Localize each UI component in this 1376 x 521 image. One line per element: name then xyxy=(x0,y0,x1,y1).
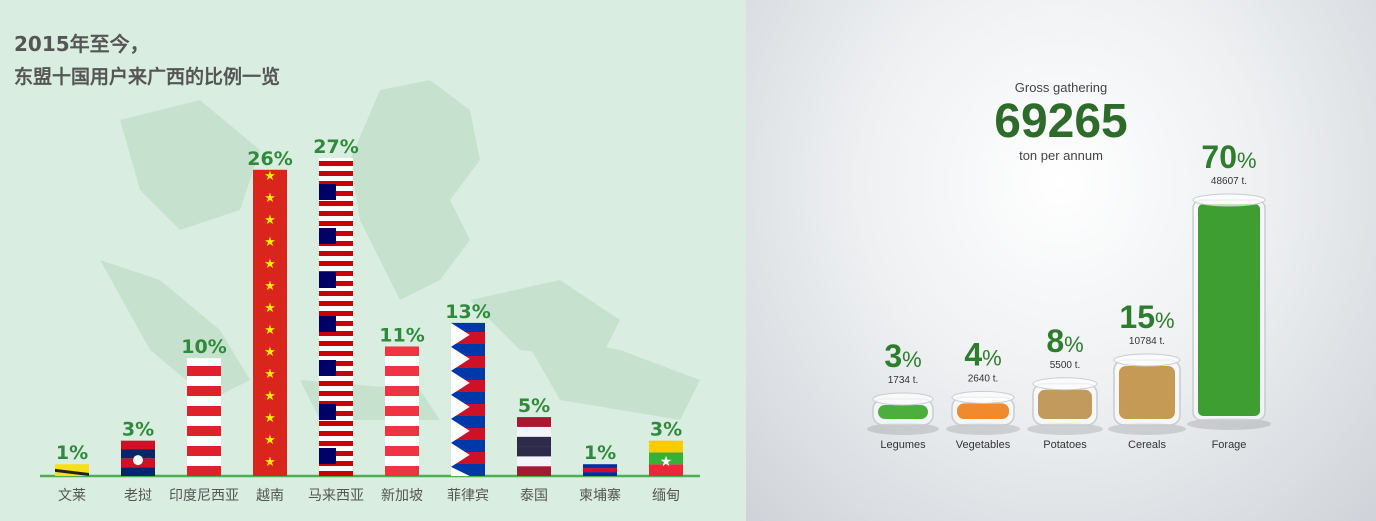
chart-subtitle: 东盟十国用户来广西的比例一览 xyxy=(14,66,281,88)
svg-text:★: ★ xyxy=(264,169,276,184)
chart-title: 2015年至今， xyxy=(14,32,150,56)
category-label: Vegetables xyxy=(956,439,1011,451)
harvest-jar-chart: 3%1734 t. Legumes 4%2640 t. Vegetables 8%550… xyxy=(867,139,1271,451)
bar-老挝 xyxy=(121,440,155,476)
svg-text:★: ★ xyxy=(264,191,276,206)
value-label: 1% xyxy=(584,442,616,464)
value-label: 26% xyxy=(247,148,292,170)
bar-文莱 xyxy=(55,464,89,476)
category-label: Cereals xyxy=(1128,439,1166,451)
svg-text:★: ★ xyxy=(660,454,673,470)
harvest-panel: Gross gathering 69265 ton per annum 3% 17… xyxy=(746,0,1376,521)
svg-text:★: ★ xyxy=(264,411,276,426)
category-label: 泰国 xyxy=(520,488,548,504)
bar-新加坡 xyxy=(385,346,419,476)
value-label: 3% xyxy=(122,419,154,441)
bar-马来西亚 xyxy=(319,158,353,476)
svg-text:★: ★ xyxy=(264,345,276,360)
jar-potatoes xyxy=(1027,377,1103,435)
tonnage-label: 2640 t. xyxy=(968,373,999,384)
category-label: Potatoes xyxy=(1043,439,1087,451)
value-label: 11% xyxy=(379,324,424,346)
category-label: 老挝 xyxy=(124,488,152,504)
asean-panel: 2015年至今， 东盟十国用户来广西的比例一览 1% 文莱 3% 老挝 10% 印度尼西亚… xyxy=(0,0,746,521)
asean-bar-chart: 1%文莱3%老挝10%印度尼西亚★★★★★★★★★★★★★★26%越南27%马来… xyxy=(40,136,700,504)
jar-cereals xyxy=(1108,353,1186,435)
svg-text:★: ★ xyxy=(264,235,276,250)
percent-label: 15% xyxy=(1119,299,1174,335)
category-label: Legumes xyxy=(880,439,926,451)
category-label: 马来西亚 xyxy=(308,488,364,504)
percent-label: 70% xyxy=(1201,139,1256,175)
value-label: 1% xyxy=(56,442,88,464)
category-label: Forage xyxy=(1212,439,1247,451)
jar-forage xyxy=(1187,193,1271,430)
value-label: 5% xyxy=(518,395,550,417)
svg-text:★: ★ xyxy=(264,257,276,272)
jar-vegetables xyxy=(946,390,1020,435)
jar-legumes xyxy=(867,392,939,435)
bar-泰国 xyxy=(517,417,551,476)
headline-value: 69265 xyxy=(994,95,1128,148)
svg-text:★: ★ xyxy=(264,213,276,228)
value-label: 27% xyxy=(313,136,358,158)
svg-text:★: ★ xyxy=(264,279,276,294)
bar-越南: ★ ★ ★ ★ ★ ★ ★ ★ ★ ★ ★ ★ ★ ★ xyxy=(253,169,287,476)
headline-unit: ton per annum xyxy=(1019,148,1103,163)
svg-text:★: ★ xyxy=(264,433,276,448)
svg-text:★: ★ xyxy=(264,323,276,338)
svg-text:★: ★ xyxy=(264,389,276,404)
tonnage-label: 10784 t. xyxy=(1129,336,1165,347)
value-label: 3% xyxy=(650,419,682,441)
percent-label: 3% xyxy=(884,338,921,374)
svg-text:★: ★ xyxy=(264,455,276,470)
value-label: 10% xyxy=(181,336,226,358)
category-label: 柬埔寨 xyxy=(579,487,621,504)
category-label: 越南 xyxy=(256,488,284,504)
percent-label: 4% xyxy=(964,336,1001,372)
tonnage-label: 1734 t. xyxy=(888,375,919,386)
category-label: 文莱 xyxy=(58,488,86,504)
bar-印度尼西亚 xyxy=(187,358,221,476)
tonnage-label: 5500 t. xyxy=(1050,360,1081,371)
svg-text:★: ★ xyxy=(264,301,276,316)
tonnage-label: 48607 t. xyxy=(1211,176,1247,187)
bar-菲律宾 xyxy=(451,322,485,476)
category-label: 印度尼西亚 xyxy=(169,488,239,504)
value-label: 13% xyxy=(445,301,490,323)
category-label: 缅甸 xyxy=(652,488,680,504)
percent-label: 8% xyxy=(1046,323,1083,359)
category-label: 菲律宾 xyxy=(447,488,489,504)
svg-text:★: ★ xyxy=(264,367,276,382)
bar-柬埔寨 xyxy=(583,464,617,476)
bar-缅甸: ★ xyxy=(649,440,683,476)
category-label: 新加坡 xyxy=(381,488,423,504)
headline-label: Gross gathering xyxy=(1014,80,1108,95)
